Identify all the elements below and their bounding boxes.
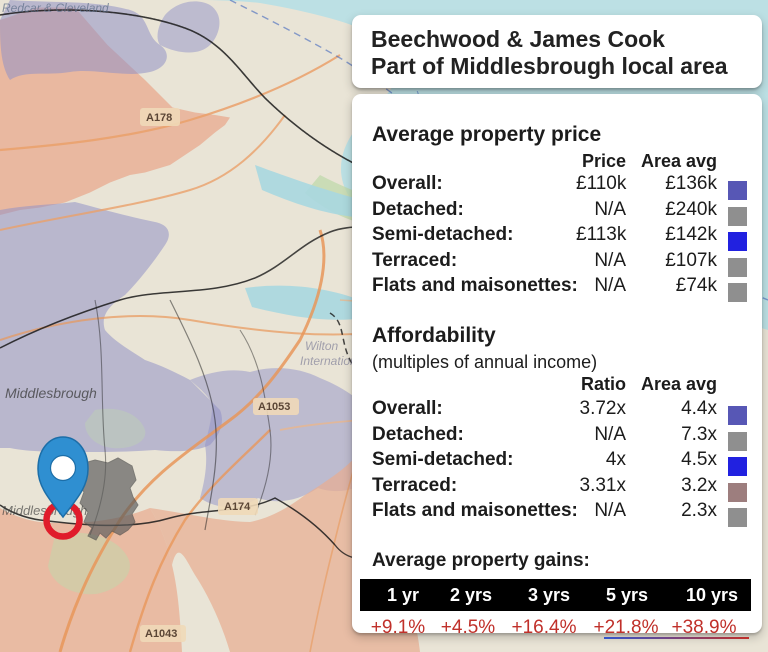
svg-text:A174: A174 [224, 501, 251, 513]
svg-text:Middlesbrough: Middlesbrough [5, 385, 97, 401]
svg-text:A1053: A1053 [258, 401, 290, 413]
svg-text:Wilton: Wilton [305, 339, 339, 353]
svg-text:Redcar & Cleveland: Redcar & Cleveland [2, 1, 109, 15]
svg-text:A1043: A1043 [145, 628, 177, 640]
svg-text:A178: A178 [146, 112, 172, 124]
